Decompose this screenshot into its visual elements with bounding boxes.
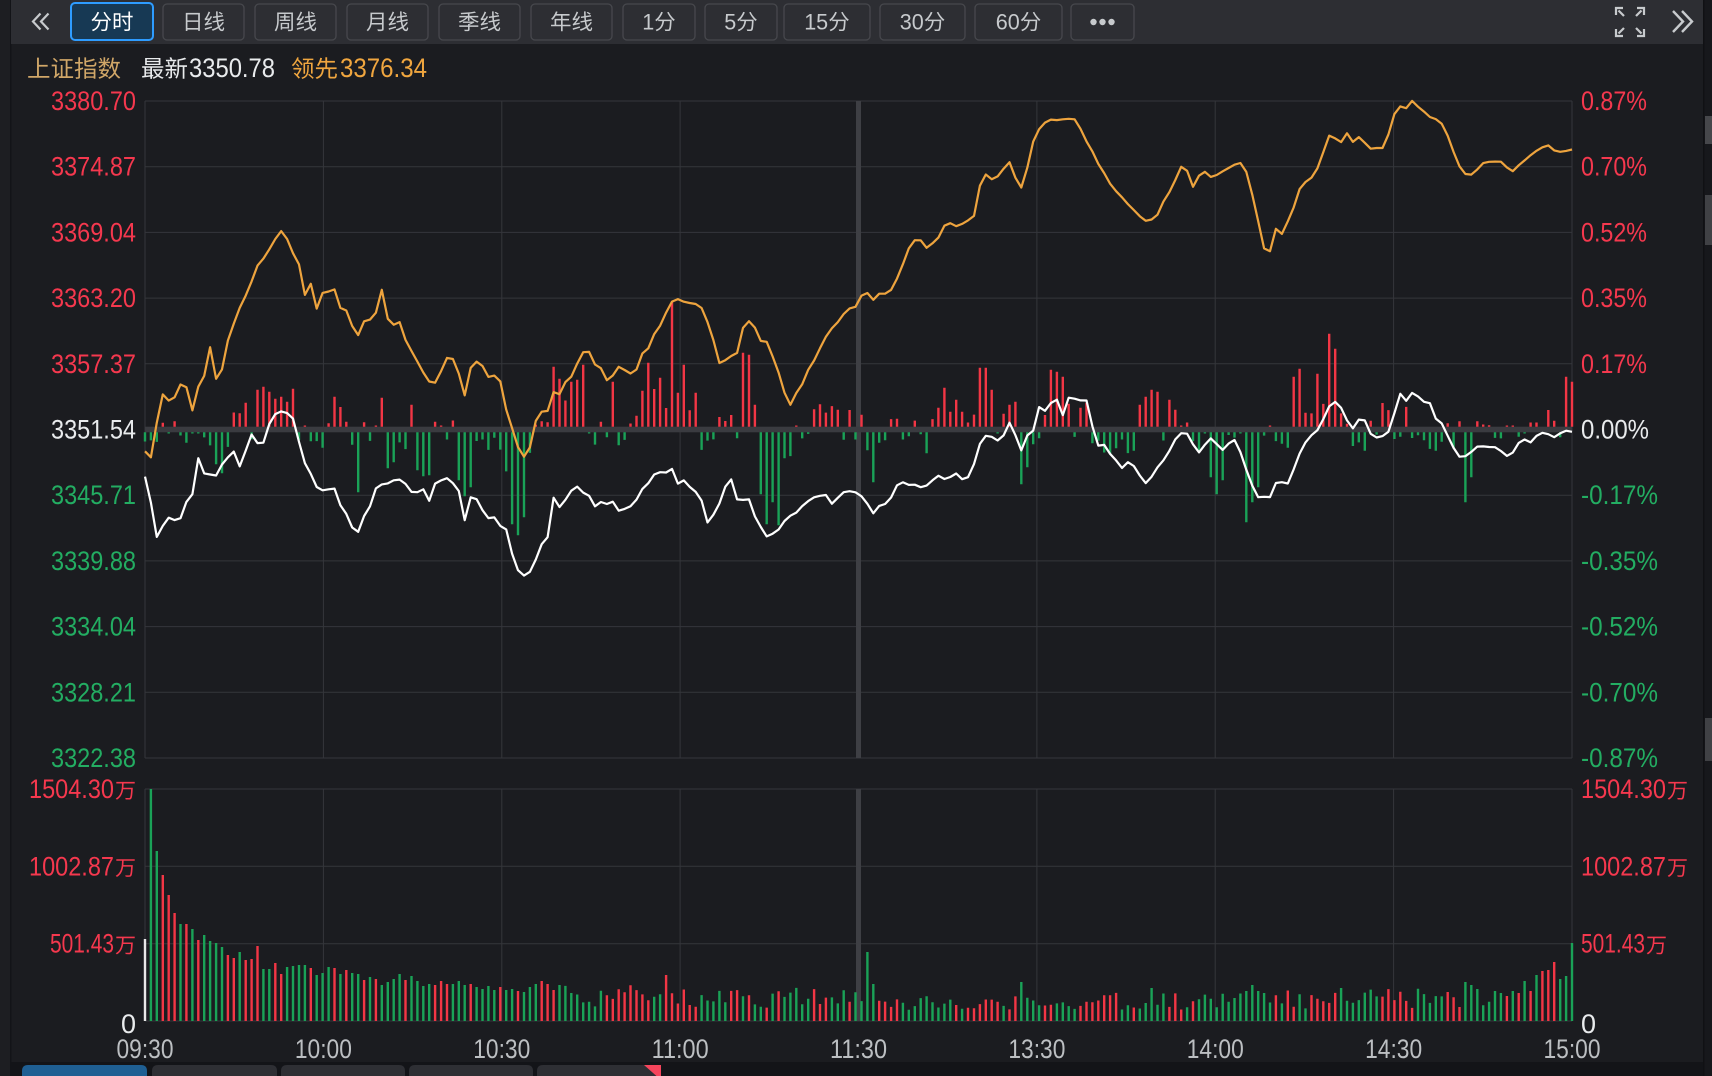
svg-text:3345.71: 3345.71 <box>51 480 136 510</box>
svg-text:0.52%: 0.52% <box>1581 217 1647 247</box>
svg-text:3363.20: 3363.20 <box>51 283 136 313</box>
svg-text:3328.21: 3328.21 <box>51 677 136 707</box>
svg-text:3357.37: 3357.37 <box>51 349 136 379</box>
svg-text:-0.70%: -0.70% <box>1581 677 1658 707</box>
svg-text:3380.70: 3380.70 <box>51 86 136 116</box>
svg-text:0.35%: 0.35% <box>1581 283 1647 313</box>
svg-text:0: 0 <box>121 1009 136 1039</box>
svg-text:3339.88: 3339.88 <box>51 546 136 576</box>
svg-text:10:00: 10:00 <box>295 1034 352 1064</box>
svg-text:0.00%: 0.00% <box>1581 415 1649 445</box>
svg-text:13:30: 13:30 <box>1008 1034 1065 1064</box>
svg-text:-0.35%: -0.35% <box>1581 546 1658 576</box>
svg-text:14:00: 14:00 <box>1187 1034 1244 1064</box>
svg-text:0.87%: 0.87% <box>1581 86 1647 116</box>
svg-text:-0.17%: -0.17% <box>1581 480 1658 510</box>
svg-text:3350.78: 3350.78 <box>189 53 275 83</box>
svg-text:0: 0 <box>1581 1009 1596 1039</box>
svg-text:1002.87: 1002.87 <box>1581 851 1666 881</box>
svg-text:-0.87%: -0.87% <box>1581 743 1658 773</box>
svg-text:3351.54: 3351.54 <box>51 415 136 445</box>
svg-text:1: 1 <box>642 10 654 35</box>
svg-text:501.43: 501.43 <box>1581 929 1645 959</box>
svg-text:3374.87: 3374.87 <box>51 152 136 182</box>
svg-text:10:30: 10:30 <box>473 1034 530 1064</box>
svg-text:1504.30: 1504.30 <box>29 774 114 804</box>
svg-text:0.17%: 0.17% <box>1581 349 1647 379</box>
svg-text:-0.52%: -0.52% <box>1581 612 1658 642</box>
svg-text:501.43: 501.43 <box>50 929 114 959</box>
svg-text:14:30: 14:30 <box>1365 1034 1422 1064</box>
svg-text:15: 15 <box>804 10 828 35</box>
svg-text:1002.87: 1002.87 <box>29 851 114 881</box>
svg-text:1504.30: 1504.30 <box>1581 774 1666 804</box>
svg-text:11:00: 11:00 <box>652 1034 709 1064</box>
svg-text:3376.34: 3376.34 <box>340 53 427 83</box>
svg-text:5: 5 <box>724 10 736 35</box>
svg-text:0.70%: 0.70% <box>1581 152 1647 182</box>
svg-text:3369.04: 3369.04 <box>51 217 136 247</box>
svg-text:3322.38: 3322.38 <box>51 743 136 773</box>
svg-text:3334.04: 3334.04 <box>51 612 136 642</box>
svg-text:30: 30 <box>900 10 924 35</box>
svg-text:60: 60 <box>996 10 1020 35</box>
svg-text:15:00: 15:00 <box>1544 1034 1601 1064</box>
svg-text:11:30: 11:30 <box>830 1034 887 1064</box>
svg-text:09:30: 09:30 <box>117 1034 174 1064</box>
